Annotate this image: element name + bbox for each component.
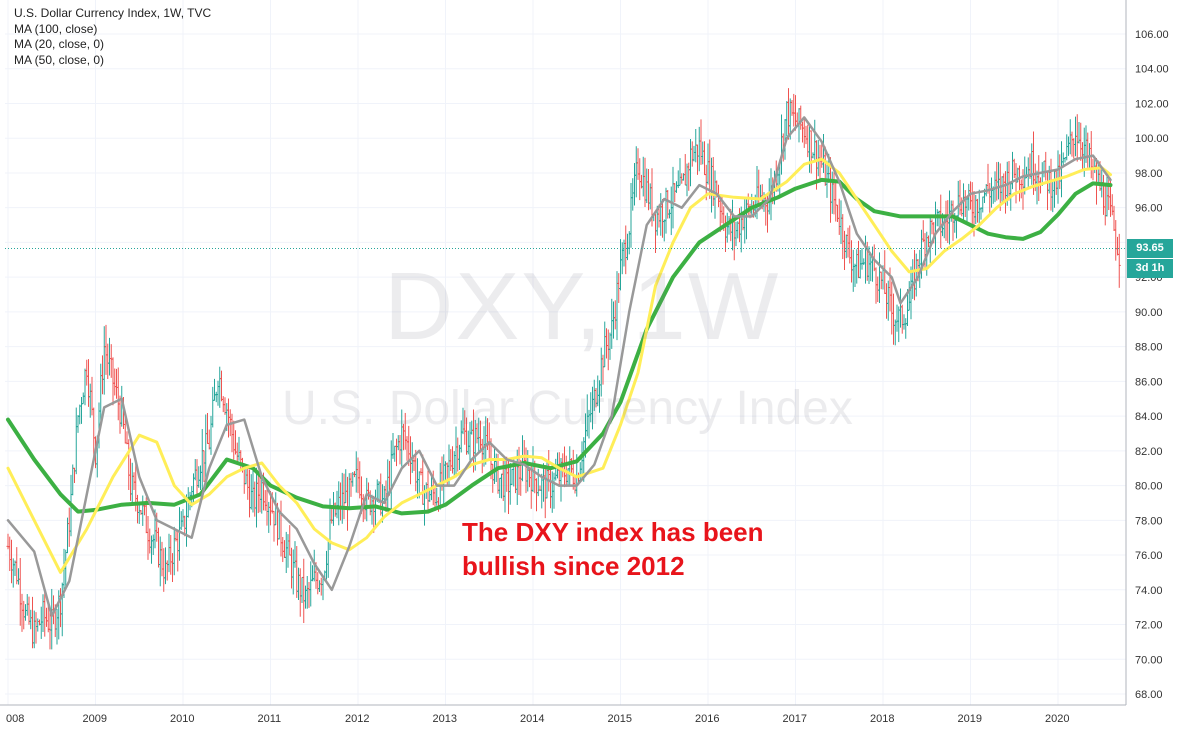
y-tick-label: 70.00 bbox=[1135, 654, 1163, 666]
axis-layer: 106.00104.00102.00100.0098.0096.0094.009… bbox=[0, 0, 1169, 725]
symbol-watermark: DXY, 1W bbox=[384, 253, 781, 360]
annotation-line-1: The DXY index has been bbox=[462, 517, 764, 547]
y-tick-label: 68.00 bbox=[1135, 689, 1163, 701]
y-tick-label: 72.00 bbox=[1135, 620, 1163, 632]
annotation-line-2: bullish since 2012 bbox=[462, 551, 685, 581]
y-tick-label: 74.00 bbox=[1135, 585, 1163, 597]
moving-averages-layer bbox=[5, 116, 1126, 618]
ma50-line bbox=[6, 157, 1112, 574]
x-tick-label: 2009 bbox=[83, 713, 107, 725]
last-price-label: 93.65 bbox=[1127, 238, 1173, 258]
x-tick-label: 2017 bbox=[783, 713, 807, 725]
y-tick-label: 90.00 bbox=[1135, 307, 1163, 319]
x-tick-label: 2019 bbox=[958, 713, 982, 725]
chart-legend: U.S. Dollar Currency Index, 1W, TVC MA (… bbox=[14, 6, 211, 68]
y-tick-label: 98.00 bbox=[1135, 168, 1163, 180]
x-tick-label: 2014 bbox=[520, 713, 544, 725]
x-tick-label: 2010 bbox=[170, 713, 194, 725]
y-tick-label: 88.00 bbox=[1135, 342, 1163, 354]
name-watermark: U.S. Dollar Currency Index bbox=[282, 382, 853, 435]
x-tick-label: 2015 bbox=[608, 713, 632, 725]
legend-ma20[interactable]: MA (20, close, 0) bbox=[14, 37, 105, 51]
x-tick-label: 2012 bbox=[345, 713, 369, 725]
bar-countdown-label: 3d 1h bbox=[1127, 258, 1173, 278]
y-tick-label: 84.00 bbox=[1135, 411, 1163, 423]
y-tick-label: 80.00 bbox=[1135, 481, 1163, 493]
ma20-line bbox=[6, 116, 1112, 618]
y-tick-label: 106.00 bbox=[1135, 29, 1169, 41]
x-tick-label: 2018 bbox=[870, 713, 894, 725]
x-tick-label: 008 bbox=[6, 713, 24, 725]
legend-title[interactable]: U.S. Dollar Currency Index, 1W, TVC bbox=[14, 6, 212, 20]
x-tick-label: 2011 bbox=[258, 713, 282, 725]
annotation-text: The DXY index has been bullish since 201… bbox=[462, 515, 764, 583]
x-tick-label: 2020 bbox=[1045, 713, 1069, 725]
y-tick-label: 104.00 bbox=[1135, 64, 1169, 76]
x-tick-label: 2016 bbox=[695, 713, 719, 725]
y-tick-label: 100.00 bbox=[1135, 133, 1169, 145]
y-tick-label: 96.00 bbox=[1135, 203, 1163, 215]
y-tick-label: 78.00 bbox=[1135, 515, 1163, 527]
y-tick-label: 76.00 bbox=[1135, 550, 1163, 562]
legend-ma100[interactable]: MA (100, close) bbox=[14, 21, 98, 36]
y-tick-label: 86.00 bbox=[1135, 376, 1163, 388]
y-tick-label: 82.00 bbox=[1135, 446, 1163, 458]
x-tick-label: 2013 bbox=[433, 713, 457, 725]
ma100-line bbox=[6, 177, 1113, 516]
y-tick-label: 102.00 bbox=[1135, 98, 1169, 110]
legend-ma50[interactable]: MA (50, close, 0) bbox=[14, 52, 105, 67]
